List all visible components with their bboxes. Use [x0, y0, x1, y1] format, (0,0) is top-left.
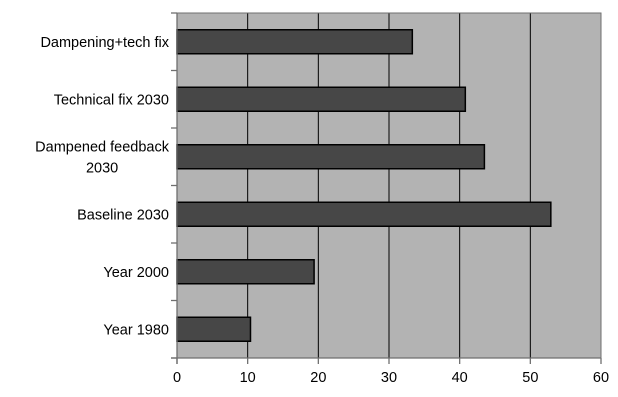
- x-tick-label-50: 50: [522, 370, 538, 386]
- bar-1: [176, 86, 467, 112]
- x-tick-label-60: 60: [593, 370, 609, 386]
- category-label-line: Year 2000: [103, 265, 169, 281]
- x-tick-labels: 0 10 20 30 40 50 60: [173, 370, 609, 386]
- x-tick-label-20: 20: [310, 370, 326, 386]
- category-labels: Dampening+tech fix Technical fix 2030 Damp…: [35, 35, 170, 339]
- x-tick-label-30: 30: [381, 370, 397, 386]
- bar-2: [176, 144, 486, 170]
- x-tick-label-40: 40: [452, 370, 468, 386]
- bar-3: [176, 201, 552, 227]
- category-label-3: Baseline 2030: [77, 207, 169, 223]
- bar-4: [176, 259, 315, 285]
- category-label-1: Technical fix 2030: [54, 92, 169, 108]
- category-label-line: Dampened feedback: [35, 139, 170, 155]
- category-label-line: Dampening+tech fix: [40, 35, 169, 51]
- category-label-line: Year 1980: [103, 322, 169, 338]
- bar-5: [176, 316, 252, 342]
- category-label-5: Year 1980: [103, 322, 169, 338]
- category-label-2: Dampened feedback 2030: [35, 139, 170, 176]
- category-label-line: Baseline 2030: [77, 207, 169, 223]
- x-tick-label-0: 0: [173, 370, 181, 386]
- category-label-4: Year 2000: [103, 265, 169, 281]
- category-label-line: Technical fix 2030: [54, 92, 169, 108]
- axes: [171, 12, 602, 364]
- gridlines: [247, 13, 531, 358]
- bar-0: [176, 29, 414, 55]
- category-label-0: Dampening+tech fix: [40, 35, 169, 51]
- category-label-line: 2030: [86, 160, 118, 176]
- x-tick-label-10: 10: [240, 370, 256, 386]
